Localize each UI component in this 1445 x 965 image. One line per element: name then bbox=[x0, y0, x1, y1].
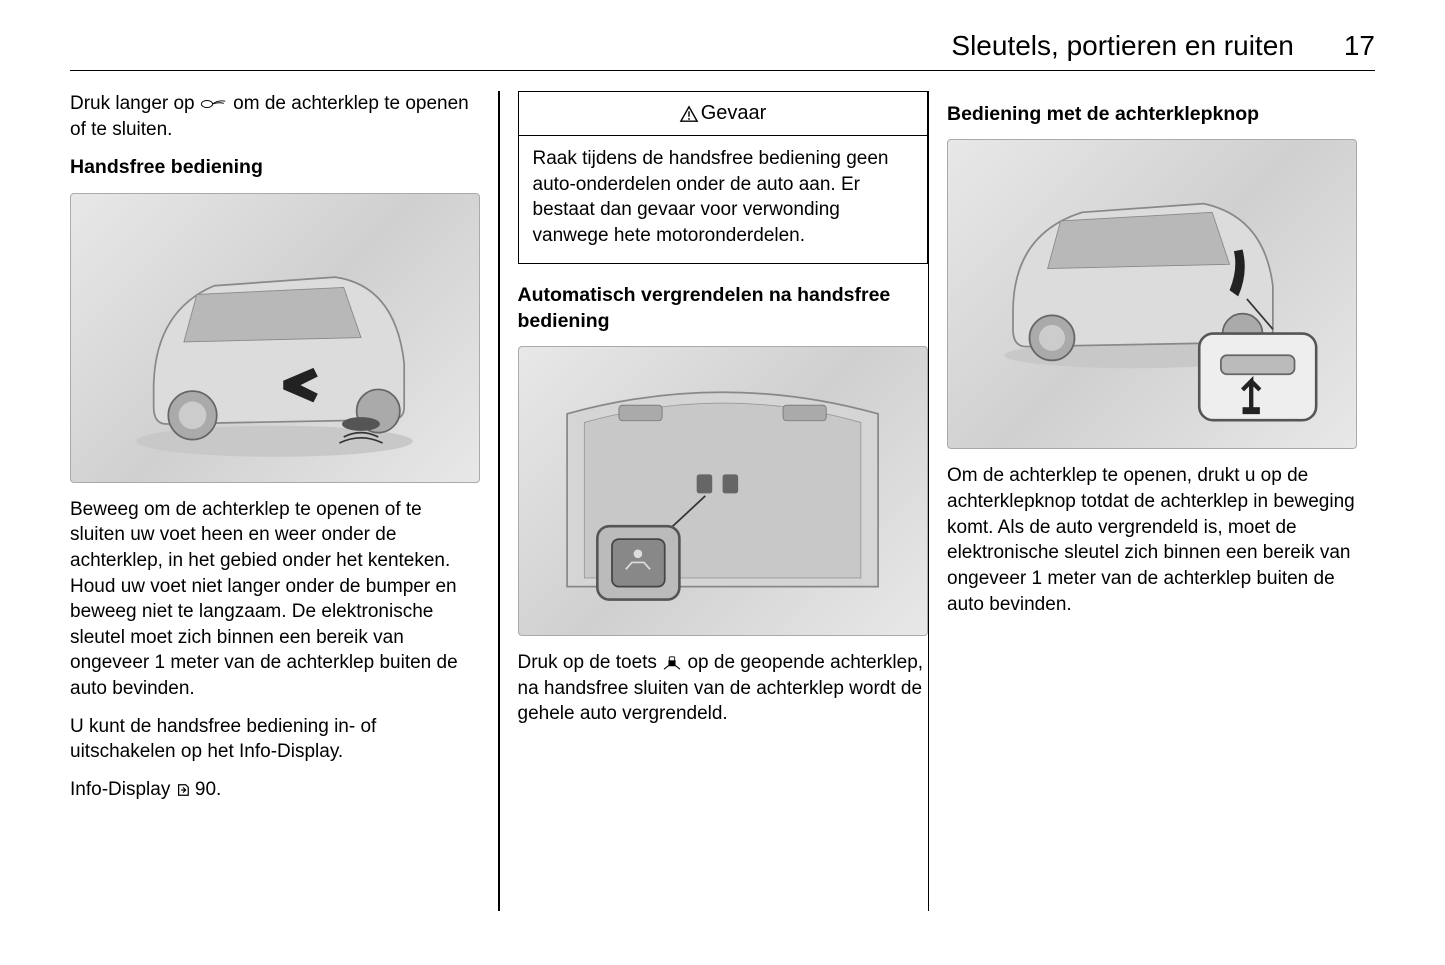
warning-triangle-icon bbox=[679, 105, 699, 123]
danger-title: Gevaar bbox=[519, 92, 927, 136]
handsfree-heading: Handsfree bediening bbox=[70, 154, 480, 180]
handsfree-illustration bbox=[70, 193, 480, 483]
handsfree-para3: Info-Display 90. bbox=[70, 777, 480, 803]
tailgate-button-heading: Bediening met de achterklepknop bbox=[947, 101, 1357, 127]
page-header: Sleutels, portieren en ruiten 17 bbox=[70, 30, 1375, 71]
handsfree-para2: U kunt de handsfree bediening in- of uit… bbox=[70, 714, 480, 765]
autolock-heading: Automatisch vergrendelen na handsfree be… bbox=[518, 282, 928, 335]
intro-text-before: Druk langer op bbox=[70, 93, 200, 114]
danger-body: Raak tijdens de handsfree bediening geen… bbox=[519, 136, 927, 263]
lock-close-button-icon bbox=[662, 655, 682, 671]
danger-title-text: Gevaar bbox=[701, 102, 767, 124]
tailgate-button-illustration bbox=[947, 139, 1357, 449]
info-display-text: Info-Display bbox=[70, 779, 176, 800]
column-2: Gevaar Raak tijdens de handsfree bedieni… bbox=[500, 91, 928, 911]
page-number: 17 bbox=[1344, 30, 1375, 62]
info-display-page: 90. bbox=[190, 779, 222, 800]
tailgate-button-para: Om de achterklep te openen, drukt u op d… bbox=[947, 463, 1357, 617]
column-3: Bediening met de achterklepknop Om de ac… bbox=[929, 91, 1375, 911]
autolock-text-before: Druk op de toets bbox=[518, 652, 663, 673]
header-title: Sleutels, portieren en ruiten bbox=[951, 30, 1293, 62]
intro-paragraph: Druk langer op om de achterklep te opene… bbox=[70, 91, 480, 142]
page-reference-icon bbox=[176, 783, 190, 797]
tailgate-remote-icon bbox=[200, 97, 228, 111]
autolock-illustration bbox=[518, 346, 928, 636]
content-columns: Druk langer op om de achterklep te opene… bbox=[70, 91, 1375, 911]
handsfree-para1: Beweeg om de achterklep te openen of te … bbox=[70, 497, 480, 702]
autolock-para: Druk op de toets op de geopende achterkl… bbox=[518, 650, 928, 727]
danger-warning-box: Gevaar Raak tijdens de handsfree bedieni… bbox=[518, 91, 928, 264]
column-1: Druk langer op om de achterklep te opene… bbox=[70, 91, 498, 911]
